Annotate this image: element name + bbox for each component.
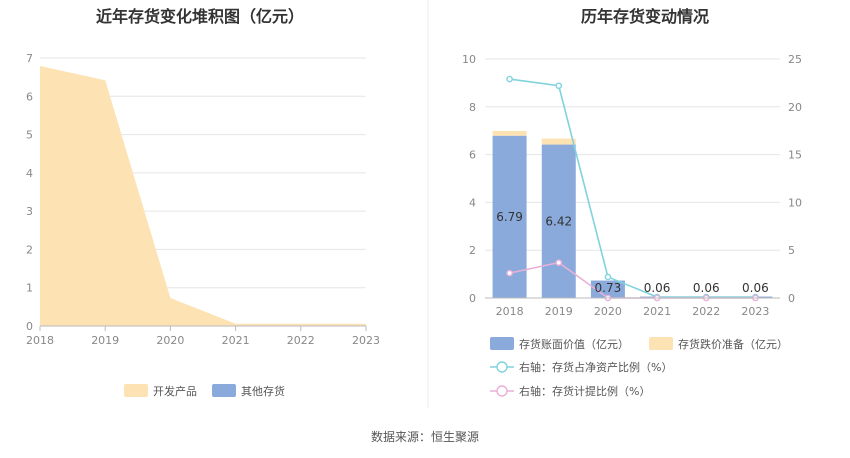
left-x-tick-label: 2020 [156,334,184,347]
right-y2-tick-label: 5 [788,244,795,257]
right-y2-tick-label: 25 [788,53,802,66]
right-y-tick-label: 6 [469,149,476,162]
right-legend: 存货账面价值（亿元） 存货跌价准备（亿元） 右轴：存货占净资产比例（%） 右轴：存货计… [490,337,788,398]
right-gridlines [485,58,780,251]
left-y-tick-label: 2 [26,243,33,256]
left-y-tick-label: 4 [26,167,33,180]
left-chart-title: 近年存货变化堆积图（亿元） [96,7,304,26]
left-legend-label: 其他存货 [241,384,285,398]
right-legend-line-marker [496,361,508,373]
left-area-series [40,66,366,326]
left-x-axis-ticks: 2018 2019 2020 2021 2022 2023 [26,334,380,347]
left-legend: 开发产品 其他存货 [124,384,285,398]
bar-data-label: 0.73 [595,281,622,295]
right-x-tick-label: 2019 [545,305,573,318]
bar-data-label: 0.06 [693,281,720,295]
left-legend-swatch [212,384,236,397]
right-data-labels: 6.79 6.42 0.73 0.06 0.06 0.06 [496,210,769,295]
right-x-tick-label: 2020 [594,305,622,318]
right-x-axis-ticks: 2018 2019 2020 2021 2022 2023 [496,305,770,318]
point-inventory-to-net-assets [555,82,563,90]
left-area-development-products [40,66,366,326]
right-legend-swatch-reserve [649,337,673,350]
right-y2-tick-label: 20 [788,101,802,114]
left-y-tick-label: 5 [26,129,33,142]
bar-data-label: 0.06 [644,281,671,295]
right-x-tick-label: 2023 [741,305,769,318]
right-legend-line-marker [496,385,508,397]
left-legend-label: 开发产品 [153,384,197,398]
left-y-tick-label: 7 [26,52,33,65]
right-y2-axis-ticks: 0 5 10 15 20 25 [788,53,802,305]
bar-book-value [590,280,625,298]
right-x-tick-label: 2018 [496,305,524,318]
left-y-tick-label: 0 [26,320,33,333]
point-provision-ratio [555,259,563,266]
left-y-tick-label: 1 [26,282,33,295]
right-y-tick-label: 8 [469,101,476,114]
left-x-axis [39,325,367,331]
right-y2-tick-label: 0 [788,292,795,305]
right-y-tick-label: 4 [469,196,476,209]
left-x-tick-label: 2021 [222,334,250,347]
left-y-tick-label: 3 [26,205,33,218]
right-x-tick-label: 2021 [643,305,671,318]
bar-book-value [541,144,576,298]
point-inventory-to-net-assets [604,273,612,281]
bar-impairment-reserve [492,130,527,136]
right-y-tick-label: 2 [469,244,476,257]
left-x-tick-label: 2022 [287,334,315,347]
right-y-axis-ticks: 0 2 4 6 8 10 [462,53,476,305]
bar-data-label: 6.79 [496,210,523,224]
right-chart-title: 历年存货变动情况 [581,7,709,26]
right-bar-series [492,130,773,298]
bar-data-label: 6.42 [545,214,572,228]
right-legend-swatch-book-value [490,337,514,350]
source-label: 数据来源：恒生聚源 [371,429,479,444]
right-legend-label: 右轴：存货占净资产比例（%） [519,360,672,374]
right-y2-tick-label: 10 [788,196,802,209]
left-x-tick-label: 2018 [26,334,54,347]
left-y-tick-label: 6 [26,90,33,103]
left-x-tick-label: 2023 [352,334,380,347]
right-legend-label: 存货账面价值（亿元） [519,337,629,351]
bar-data-label: 0.06 [742,281,769,295]
right-y-tick-label: 0 [469,292,476,305]
right-legend-label: 存货跌价准备（亿元） [678,337,788,351]
point-inventory-to-net-assets [506,75,513,83]
bar-impairment-reserve [541,138,576,145]
line-inventory-to-net-assets [509,78,756,298]
left-y-axis-ticks: 0 1 2 3 4 5 6 7 [26,52,33,333]
point-provision-ratio [506,269,513,277]
left-x-tick-label: 2019 [91,334,119,347]
right-y2-tick-label: 15 [788,149,802,162]
left-legend-swatch [124,384,148,397]
right-x-tick-label: 2022 [692,305,720,318]
right-y-tick-label: 10 [462,53,476,66]
right-legend-label: 右轴：存货计提比例（%） [519,384,650,398]
